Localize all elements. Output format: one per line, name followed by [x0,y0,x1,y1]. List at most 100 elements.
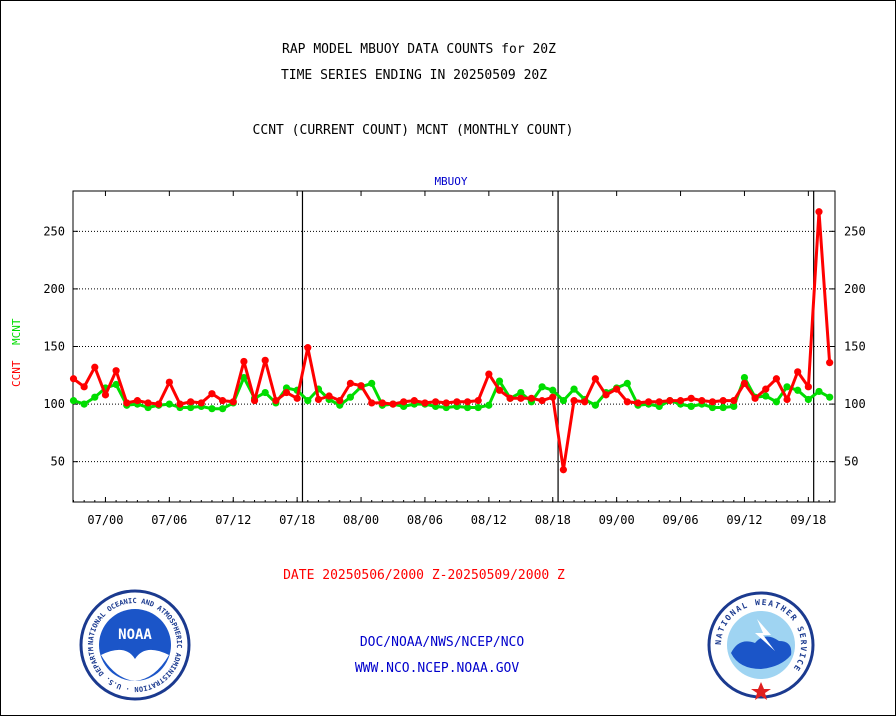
point-mcnt [719,403,727,412]
point-mcnt [80,400,88,408]
point-ccnt [80,383,88,391]
point-mcnt [91,393,99,401]
point-ccnt [517,394,525,402]
y-tick-label-left: 200 [43,282,65,296]
point-ccnt [421,399,429,407]
point-ccnt [293,394,301,402]
point-ccnt [91,363,99,371]
point-ccnt [687,394,695,402]
y-tick-label-left: 250 [43,224,65,238]
point-ccnt [794,368,802,376]
point-ccnt [815,208,823,216]
point-ccnt [762,385,770,393]
noaa-logo: NATIONAL OCEANIC AND ATMOSPHERIC ADMINIS… [79,589,191,701]
series-line-ccnt [72,210,832,472]
point-ccnt [208,390,216,398]
point-ccnt [613,385,621,393]
point-ccnt [197,399,205,407]
y-tick-label-right: 50 [844,455,858,469]
x-tick-label: 09/18 [790,513,826,527]
point-ccnt [506,394,514,402]
point-ccnt [698,397,706,405]
series-mcnt [69,374,834,413]
point-ccnt [538,397,546,405]
point-mcnt [485,401,493,409]
point-ccnt [549,393,557,401]
x-tick-label: 07/00 [87,513,123,527]
point-mcnt [559,397,568,405]
point-ccnt [346,379,354,387]
point-ccnt [453,398,461,406]
point-ccnt [250,397,259,405]
point-ccnt [719,397,727,405]
point-ccnt [676,397,685,405]
point-mcnt [815,387,823,396]
point-mcnt [463,403,472,412]
point-ccnt [378,399,386,407]
series-ccnt [69,208,834,474]
point-mcnt [549,386,557,394]
x-tick-label: 07/12 [215,513,251,527]
point-ccnt [314,395,323,404]
point-mcnt [69,397,78,405]
point-ccnt [666,397,674,405]
point-ccnt [474,397,482,405]
point-ccnt [623,398,631,406]
point-ccnt [229,398,237,406]
point-ccnt [708,398,717,406]
point-mcnt [304,397,312,405]
point-mcnt [623,379,631,387]
point-mcnt [772,398,781,406]
point-mcnt [730,402,738,410]
point-ccnt [655,398,663,406]
y-axis: 50 50 100 100 150 150 200 200 250 250 [43,224,865,468]
nco-website-link[interactable]: WWW.NCO.NCEP.NOAA.GOV [355,661,520,676]
x-tick-label: 09/12 [726,513,762,527]
point-ccnt [602,391,610,399]
x-tick-label: 08/06 [407,513,443,527]
x-tick-label: 08/18 [535,513,571,527]
point-mcnt [368,379,376,387]
point-ccnt [144,399,152,407]
gridlines [73,230,835,463]
point-mcnt [783,383,791,391]
point-mcnt [591,401,599,409]
point-ccnt [410,397,418,405]
point-mcnt [474,403,482,412]
point-ccnt [559,466,568,474]
point-mcnt [495,377,504,385]
date-range: DATE 20250506/2000 Z-20250509/2000 Z [283,568,565,583]
point-ccnt [730,397,738,405]
point-ccnt [581,398,589,406]
x-tick-label: 08/00 [343,513,379,527]
plot-area: 07/00 07/06 07/12 07/18 08/00 08/06 08/12 08/18… [43,190,866,527]
y-tick-label-left: 50 [51,455,65,469]
point-mcnt [112,380,120,389]
y-tick-label-right: 250 [844,224,866,238]
y-label-ccnt: CCNT [10,360,23,387]
point-ccnt [176,400,184,408]
point-ccnt [495,386,504,394]
point-ccnt [272,397,280,405]
point-ccnt [634,399,642,407]
point-ccnt [101,391,110,399]
point-ccnt [645,398,653,406]
point-ccnt [133,397,141,405]
point-ccnt [400,398,408,406]
point-ccnt [325,392,333,400]
point-mcnt [219,405,227,413]
x-tick-label: 09/06 [662,513,698,527]
nws-logo: NATIONAL WEATHER SERVICE [707,591,815,700]
nco-path-link[interactable]: DOC/NOAA/NWS/NCEP/NCO [360,635,525,650]
point-ccnt [187,398,195,406]
point-ccnt [591,375,599,383]
y-label-mcnt: MCNT [10,318,23,345]
point-mcnt [517,388,525,397]
point-ccnt [261,356,269,364]
point-mcnt [708,403,717,412]
point-ccnt [219,397,227,405]
point-mcnt [187,403,195,412]
point-ccnt [527,394,536,402]
panel-title: MBUOY [434,175,467,188]
point-mcnt [740,374,749,382]
